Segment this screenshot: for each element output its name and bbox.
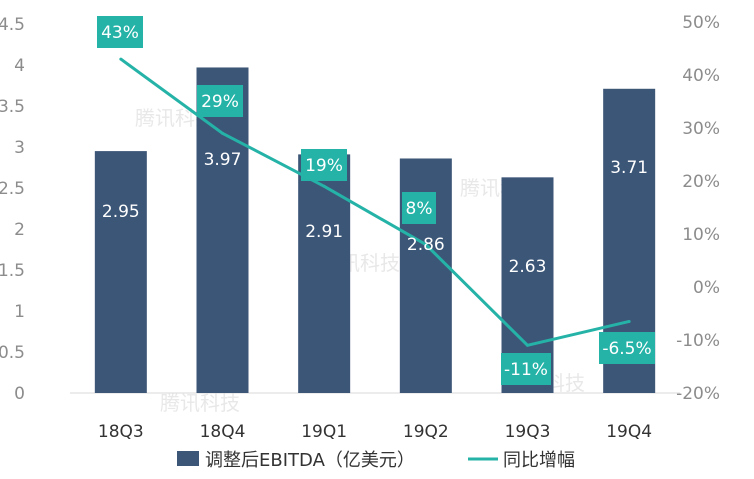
yoy-value-label: 29%: [201, 92, 239, 112]
left-axis-tick-label: 3: [14, 138, 25, 158]
yoy-growth-point: [119, 57, 123, 61]
yoy-value-label: 19%: [305, 156, 343, 176]
right-axis-tick-label: 50%: [682, 13, 720, 33]
right-axis-tick-label: -10%: [676, 331, 720, 351]
watermark-text: 腾讯科技: [160, 391, 240, 415]
left-axis-tick-label: 1: [14, 302, 25, 322]
right-axis-tick-label: 20%: [682, 172, 720, 192]
right-axis-tick-label: 0%: [693, 278, 720, 298]
yoy-growth-line: [119, 57, 630, 347]
yoy-growth-point: [627, 319, 631, 323]
legend-line-label: 同比增幅: [503, 450, 575, 471]
yoy-label-box: [197, 85, 243, 117]
bar-value-label: 3.71: [610, 158, 648, 178]
left-axis-tick-label: 0.5: [0, 343, 25, 363]
yoy-growth-point: [322, 184, 326, 188]
left-axis-tick-label: 1.5: [0, 261, 25, 281]
right-axis-tick-label: 40%: [682, 66, 720, 86]
left-axis-tick-label: 4.5: [0, 15, 25, 35]
x-axis-tick-label: 19Q4: [606, 422, 652, 442]
left-axis-tick-label: 2.5: [0, 179, 25, 199]
x-axis-tick-label: 18Q3: [98, 422, 144, 442]
yoy-value-label: 43%: [101, 23, 139, 43]
bar-19q1: [298, 154, 351, 393]
x-axis-tick-label: 19Q1: [301, 422, 347, 442]
bar-value-label: 2.95: [102, 202, 140, 222]
yoy-label-box: [402, 192, 436, 224]
right-axis-tick-label: 10%: [682, 225, 720, 245]
yoy-value-label: 8%: [406, 199, 433, 219]
yoy-value-label: -6.5%: [602, 339, 651, 359]
left-axis-tick-label: 0: [14, 384, 25, 404]
right-axis-tick-label: -20%: [676, 384, 720, 404]
right-axis-tick-label: 30%: [682, 119, 720, 139]
yoy-label-box: [301, 149, 347, 181]
yoy-label-box: [97, 16, 143, 48]
bar-value-label: 3.97: [204, 150, 242, 170]
yoy-growth-point: [221, 131, 224, 135]
left-axis-tick-label: 3.5: [0, 97, 25, 117]
legend-bar-swatch: [177, 451, 199, 466]
bar-value-label: 2.91: [305, 222, 343, 242]
bar-value-label: 2.63: [509, 257, 547, 277]
left-axis-tick-label: 2: [14, 220, 25, 240]
x-axis-tick-label: 19Q3: [505, 422, 551, 442]
yoy-label-box: [599, 332, 655, 364]
left-axis-tick-label: 4: [14, 56, 25, 76]
yoy-growth-point: [526, 343, 529, 347]
yoy-growth-point: [424, 243, 428, 247]
bar-18q3: [94, 151, 147, 393]
bar-value-label: 2.86: [407, 235, 445, 255]
legend-bar-label: 调整后EBITDA（亿美元）: [205, 450, 415, 471]
x-axis-tick-label: 19Q2: [403, 422, 449, 442]
x-axis-tick-label: 18Q4: [200, 422, 246, 442]
yoy-label-box: [501, 353, 551, 385]
yoy-value-label: -11%: [504, 360, 548, 380]
